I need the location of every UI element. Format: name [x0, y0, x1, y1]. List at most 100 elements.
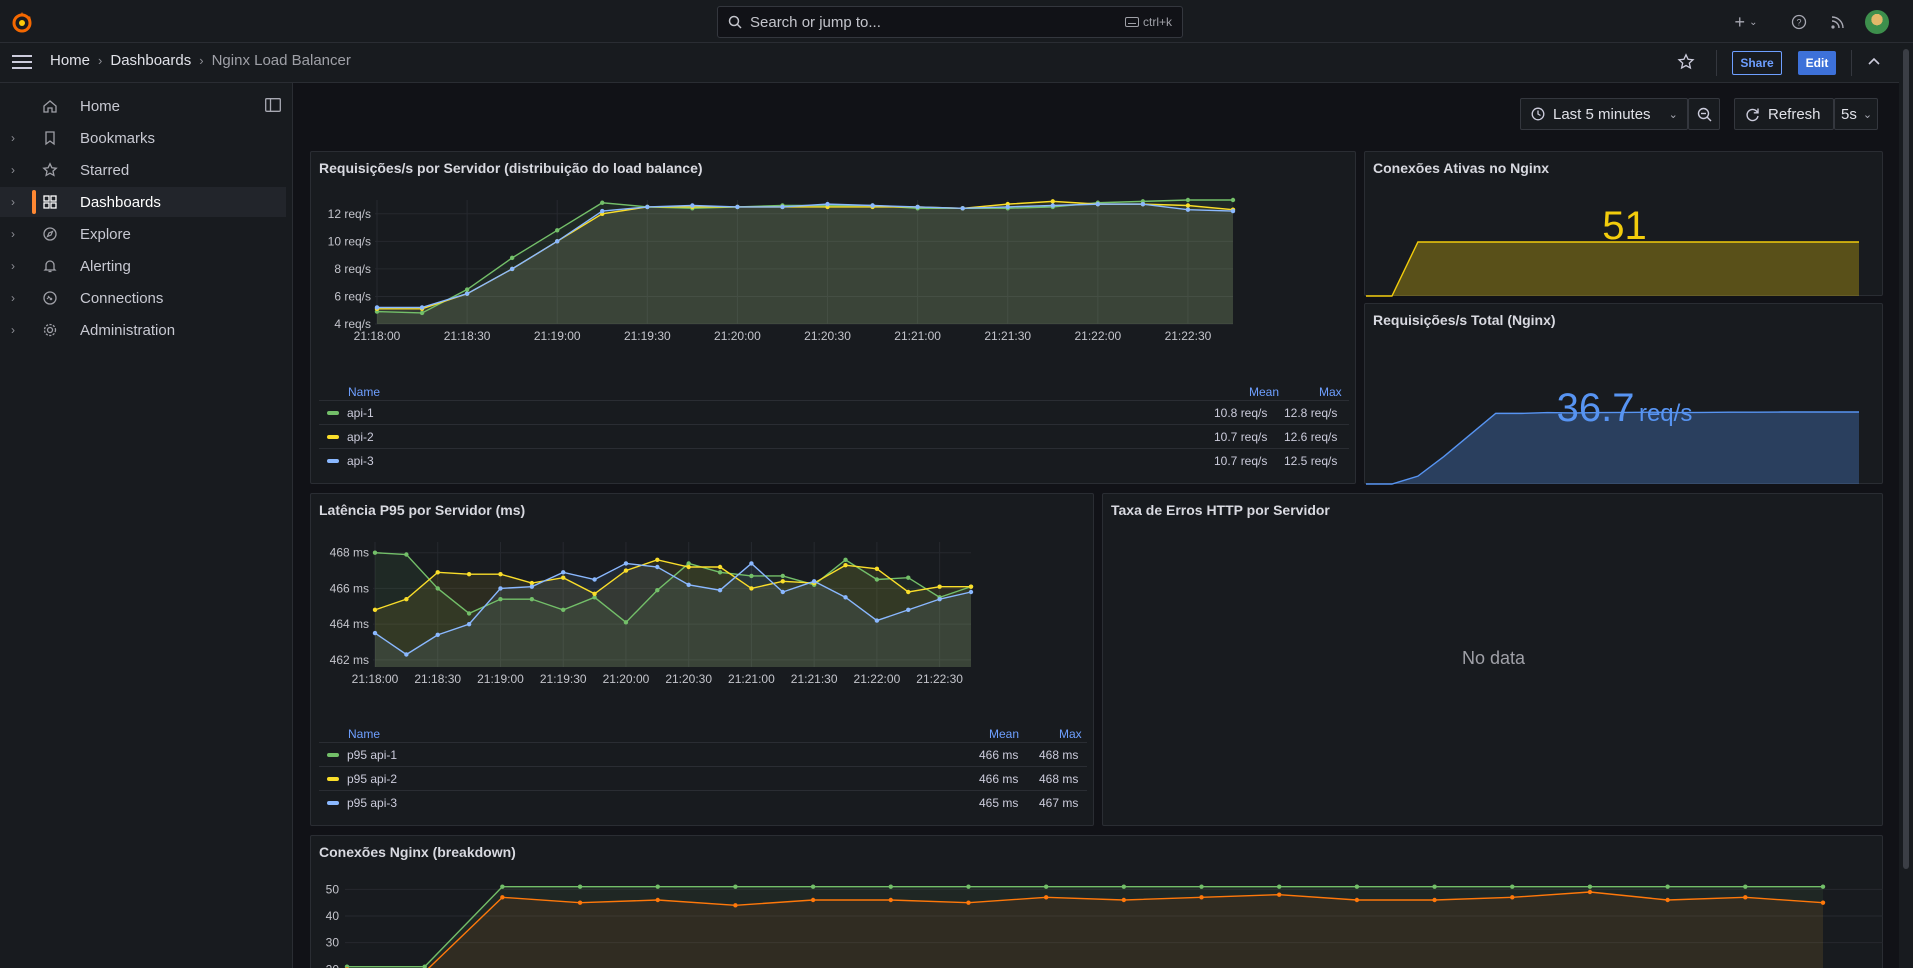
zoom-out-button[interactable] [1688, 98, 1720, 130]
breakdown-chart[interactable]: 20 30 40 50 [311, 836, 1884, 968]
sidebar-item-label: Starred [80, 161, 130, 179]
chevron-right-icon[interactable]: › [11, 259, 15, 273]
latency-chart[interactable]: 462 ms 464 ms 466 ms 468 ms 21:18:00 21:18:30… [311, 494, 1095, 724]
legend-header-name[interactable]: Name [348, 385, 381, 399]
panel-total-requests[interactable]: Requisições/s Total (Nginx) 36.7 req/s [1364, 303, 1883, 485]
page-scrollbar[interactable] [1899, 43, 1913, 968]
star-icon[interactable] [1677, 53, 1695, 71]
legend-row[interactable]: p95 api-2 466 ms 468 ms [319, 766, 1087, 790]
sidebar-item-administration[interactable]: › Administration [0, 315, 286, 345]
breadcrumb-current: Nginx Load Balancer [211, 52, 351, 69]
legend-max: 468 ms [1039, 771, 1079, 786]
data-point [874, 566, 880, 571]
chevron-right-icon[interactable]: › [11, 131, 15, 145]
legend-header-mean[interactable]: Mean [1249, 385, 1280, 399]
time-range-picker[interactable]: Last 5 minutes ⌄ [1520, 98, 1688, 130]
share-button[interactable]: Share [1732, 51, 1782, 75]
help-icon[interactable]: ? [1791, 14, 1807, 30]
series-area [377, 201, 1233, 324]
data-point [888, 884, 893, 889]
dock-menu-icon[interactable] [265, 98, 281, 112]
data-point [555, 239, 560, 244]
sidebar-item-dashboards[interactable]: › Dashboards [0, 187, 286, 217]
legend-row[interactable]: p95 api-1 466 ms 468 ms [319, 742, 1087, 766]
sidebar-item-alerting[interactable]: › Alerting [0, 251, 286, 281]
data-point [810, 884, 816, 889]
x-tick-label: 21:18:30 [444, 329, 491, 343]
sidebar-item-bookmarks[interactable]: › Bookmarks [0, 123, 286, 153]
panel-latency-p95[interactable]: Latência P95 por Servidor (ms) 462 ms 464… [310, 493, 1094, 826]
sidebar-item-connections[interactable]: › Connections [0, 283, 286, 313]
series-line [374, 552, 972, 624]
compass-icon [36, 226, 64, 242]
x-tick-label: 21:18:00 [354, 329, 401, 343]
chevron-right-icon[interactable]: › [11, 323, 15, 337]
news-feed-icon[interactable] [1830, 14, 1846, 30]
data-point [1354, 884, 1360, 889]
legend-swatch [327, 410, 339, 415]
chevron-right-icon[interactable]: › [11, 163, 15, 177]
top-bar: Search or jump to... ctrl+k + ⌄ ? [0, 0, 1913, 43]
data-point [1140, 201, 1146, 207]
sidebar-item-explore[interactable]: › Explore [0, 219, 286, 249]
legend-mean: 466 ms [979, 747, 1019, 762]
data-point [464, 291, 470, 296]
chevron-right-icon[interactable]: › [11, 291, 15, 305]
data-point [466, 571, 472, 577]
search-shortcut-text: ctrl+k [1142, 15, 1172, 29]
legend-row[interactable]: api-2 10.7 req/s 12.6 req/s [319, 424, 1349, 448]
sidebar-item-home[interactable]: Home [0, 91, 286, 121]
scrollbar-thumb[interactable] [1903, 49, 1909, 869]
legend-header-mean[interactable]: Mean [989, 727, 1020, 741]
data-point [870, 203, 875, 208]
breadcrumb-dashboards[interactable]: Dashboards [110, 52, 192, 69]
panel-title: Taxa de Erros HTTP por Servidor [1111, 502, 1330, 518]
sidebar-item-label: Bookmarks [80, 129, 156, 147]
refresh-interval-picker[interactable]: 5s ⌄ [1834, 98, 1878, 130]
legend-max: 12.8 req/s [1284, 405, 1338, 420]
avatar[interactable] [1865, 10, 1889, 34]
data-point [1050, 199, 1055, 204]
x-tick-label: 21:21:00 [728, 672, 775, 686]
legend-series-name: p95 api-1 [347, 747, 398, 762]
legend-header-max[interactable]: Max [1319, 385, 1342, 399]
panel-http-errors[interactable]: Taxa de Erros HTTP por Servidor No data [1102, 493, 1883, 826]
legend-row[interactable]: api-1 10.8 req/s 12.8 req/s [319, 400, 1349, 424]
data-point [780, 579, 785, 584]
refresh-button[interactable]: Refresh [1734, 98, 1834, 130]
x-tick-label: 21:19:00 [534, 329, 581, 343]
panel-nginx-breakdown[interactable]: Conexões Nginx (breakdown) 20 30 40 50 [310, 835, 1883, 968]
legend-header-name[interactable]: Name [348, 727, 381, 741]
grafana-logo-icon[interactable] [10, 10, 34, 34]
sidebar-item-starred[interactable]: › Starred [0, 155, 286, 185]
edit-button[interactable]: Edit [1798, 51, 1836, 75]
legend-header-max[interactable]: Max [1059, 727, 1082, 741]
data-point [500, 895, 505, 900]
y-tick-label: 12 req/s [328, 207, 371, 221]
chevron-up-icon[interactable] [1867, 56, 1881, 66]
data-point [1277, 892, 1282, 897]
requests-per-server-chart[interactable]: 4 req/s 6 req/s 8 req/s 10 req/s 12 req/s 21:… [311, 152, 1357, 382]
bell-icon [36, 258, 64, 274]
breadcrumb-home[interactable]: Home [50, 52, 91, 69]
chevron-right-icon[interactable]: › [11, 227, 15, 241]
chevron-right-icon[interactable]: › [11, 195, 15, 209]
data-point [509, 255, 515, 261]
search-input[interactable]: Search or jump to... ctrl+k [717, 6, 1183, 38]
legend-mean: 465 ms [979, 795, 1019, 810]
data-point [1510, 895, 1515, 900]
legend-row[interactable]: p95 api-3 465 ms 467 ms [319, 790, 1087, 814]
data-point [498, 571, 503, 577]
menu-icon[interactable] [12, 54, 32, 70]
panel-requests-per-server[interactable]: Requisições/s por Servidor (distribuição… [310, 151, 1356, 484]
panel-active-connections[interactable]: Conexões Ativas no Nginx 51 [1364, 151, 1883, 297]
legend-row[interactable]: api-3 10.7 req/s 12.5 req/s [319, 448, 1349, 472]
data-point [937, 584, 942, 589]
data-point [1277, 884, 1282, 889]
sparkline-line [1366, 411, 1859, 485]
data-point [1050, 203, 1055, 208]
new-menu-button[interactable]: + ⌄ [1728, 12, 1764, 32]
x-tick-label: 21:22:00 [854, 672, 901, 686]
data-point [937, 596, 942, 602]
legend-table: Name Mean Max api-1 10.8 req/s 12.8 req/… [319, 382, 1349, 482]
